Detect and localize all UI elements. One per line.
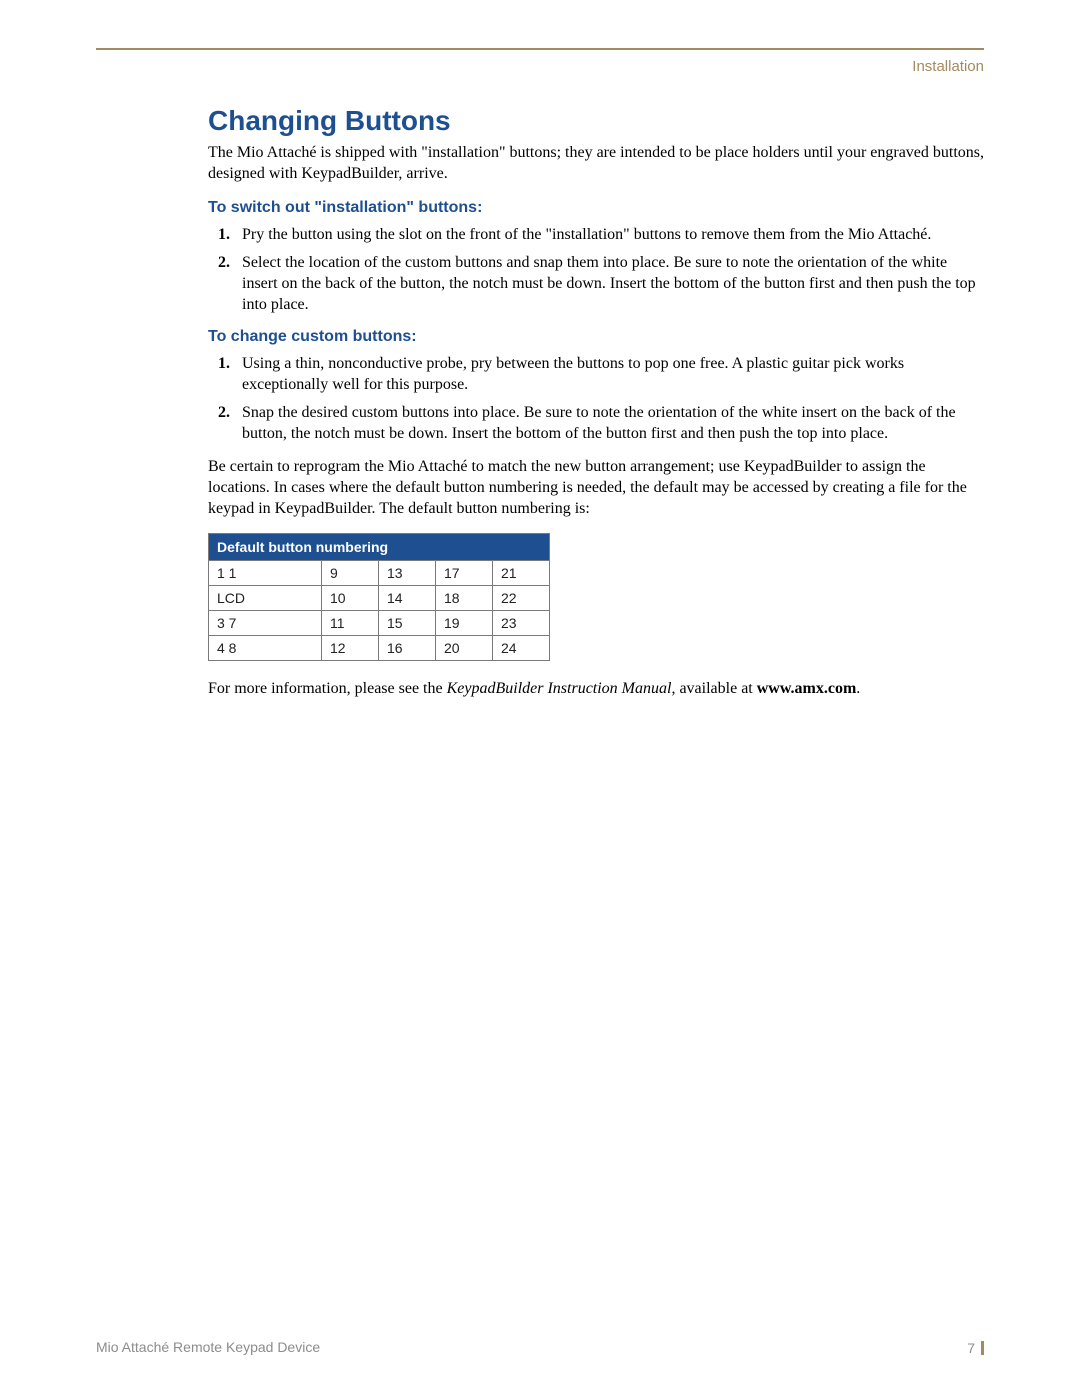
- table-cell: 9: [322, 561, 379, 586]
- table-cell: 17: [436, 561, 493, 586]
- closing-paragraph: For more information, please see the Key…: [208, 679, 984, 700]
- footer-left: Mio Attaché Remote Keypad Device: [96, 1339, 320, 1355]
- closing-prefix: For more information, please see the: [208, 680, 447, 697]
- closing-bold: www.amx.com: [757, 680, 857, 697]
- table-cell: 3 7: [209, 611, 322, 636]
- subhead-change-custom: To change custom buttons:: [208, 328, 984, 346]
- closing-italic: KeypadBuilder Instruction Manual: [447, 680, 672, 697]
- table-cell: LCD: [209, 586, 322, 611]
- table-cell: 18: [436, 586, 493, 611]
- closing-mid: , available at: [671, 680, 756, 697]
- table-row: 3 7 11 15 19 23: [209, 611, 550, 636]
- intro-paragraph: The Mio Attaché is shipped with "install…: [208, 143, 984, 185]
- table-header: Default button numbering: [209, 534, 550, 561]
- table-cell: 23: [493, 611, 550, 636]
- table-cell: 14: [379, 586, 436, 611]
- table-row: 1 1 9 13 17 21: [209, 561, 550, 586]
- steps-change-custom: Using a thin, nonconductive probe, pry b…: [208, 354, 984, 445]
- default-button-numbering-table: Default button numbering 1 1 9 13 17 21 …: [208, 533, 550, 661]
- step-item: Pry the button using the slot on the fro…: [238, 225, 984, 246]
- main-content: Changing Buttons The Mio Attaché is ship…: [208, 105, 984, 700]
- header-section-label: Installation: [96, 58, 984, 75]
- table-cell: 22: [493, 586, 550, 611]
- note-paragraph: Be certain to reprogram the Mio Attaché …: [208, 457, 984, 519]
- step-item: Using a thin, nonconductive probe, pry b…: [238, 354, 984, 396]
- table-cell: 24: [493, 636, 550, 661]
- table-cell: 13: [379, 561, 436, 586]
- step-item: Snap the desired custom buttons into pla…: [238, 403, 984, 445]
- table-row: 4 8 12 16 20 24: [209, 636, 550, 661]
- table-cell: 12: [322, 636, 379, 661]
- table-cell: 16: [379, 636, 436, 661]
- table-cell: 11: [322, 611, 379, 636]
- table-cell: 1 1: [209, 561, 322, 586]
- page-title: Changing Buttons: [208, 105, 984, 137]
- header-rule: [96, 48, 984, 50]
- table-cell: 20: [436, 636, 493, 661]
- footer-page-number: 7: [967, 1341, 984, 1355]
- table-row: LCD 10 14 18 22: [209, 586, 550, 611]
- page-footer: Mio Attaché Remote Keypad Device 7: [96, 1339, 984, 1355]
- closing-suffix: .: [856, 680, 860, 697]
- table-cell: 21: [493, 561, 550, 586]
- steps-switch-out: Pry the button using the slot on the fro…: [208, 225, 984, 316]
- table-cell: 19: [436, 611, 493, 636]
- table-cell: 10: [322, 586, 379, 611]
- subhead-switch-out: To switch out "installation" buttons:: [208, 199, 984, 217]
- table-cell: 4 8: [209, 636, 322, 661]
- step-item: Select the location of the custom button…: [238, 253, 984, 315]
- table-cell: 15: [379, 611, 436, 636]
